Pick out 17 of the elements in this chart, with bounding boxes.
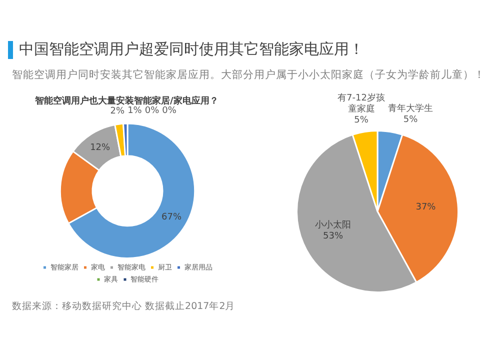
data-label: 5% xyxy=(354,115,369,126)
data-label: 5% xyxy=(403,114,418,125)
data-label: 1% xyxy=(128,106,142,116)
text: 智能空调用户同时安装其它智能家居应用。大部分用户属于小小太阳家庭（子女为学龄前儿童）！ xyxy=(12,68,485,82)
chart-title: 智能空调用户也大量安装智能家居/家电应用？ xyxy=(34,96,218,107)
source-note: 数据来源：移动数据研究中心 数据截止2017年2月 xyxy=(12,300,236,313)
slice-label: 有7-12岁孩童家庭 xyxy=(338,92,385,114)
data-label: 37% xyxy=(416,202,436,212)
data-label: 12% xyxy=(90,143,111,154)
text: 0% xyxy=(144,106,160,116)
data-label: 2% xyxy=(110,106,126,117)
text: 中国智能空调用户超爱同时使用其它智能家电应用！ xyxy=(19,40,364,59)
text: 0% xyxy=(162,106,176,116)
data-label: 53% xyxy=(323,232,344,242)
slice-label: 青年大学生 xyxy=(388,102,433,114)
slice-label: 小小太阳 xyxy=(315,220,352,231)
data-label: 67% xyxy=(162,212,182,222)
